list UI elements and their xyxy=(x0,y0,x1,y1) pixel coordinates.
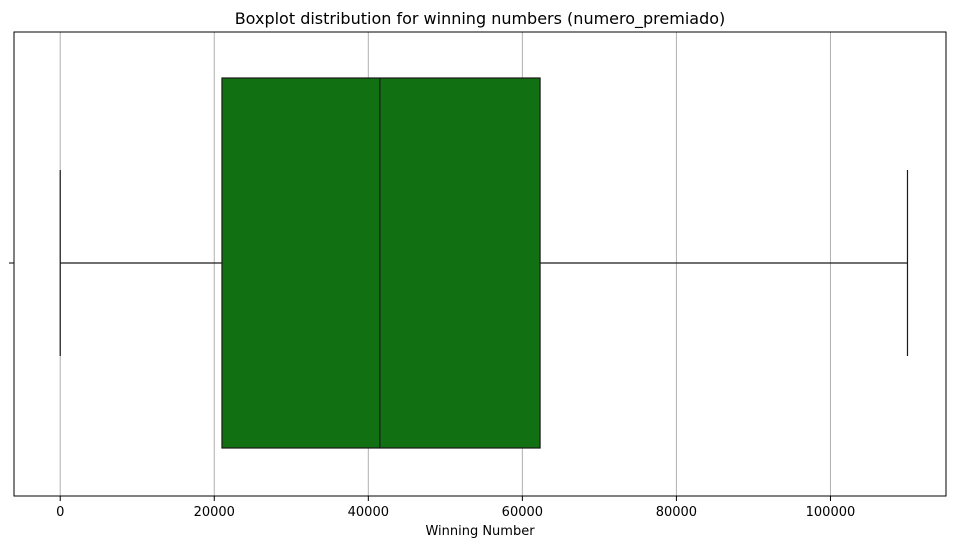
x-axis-ticks: 0 20000 40000 60000 80000 100000 xyxy=(56,496,855,520)
x-tick-label: 100000 xyxy=(806,505,856,520)
x-tick-label: 0 xyxy=(56,505,64,520)
x-tick-label: 40000 xyxy=(348,505,389,520)
x-tick-label: 60000 xyxy=(502,505,543,520)
iqr-box xyxy=(221,77,541,449)
chart-title: Boxplot distribution for winning numbers… xyxy=(235,9,726,29)
x-tick-label: 80000 xyxy=(656,505,697,520)
x-tick-label: 20000 xyxy=(194,505,235,520)
plot-frame xyxy=(13,31,947,497)
x-axis-label: Winning Number xyxy=(425,524,535,539)
boxplot xyxy=(59,77,909,449)
